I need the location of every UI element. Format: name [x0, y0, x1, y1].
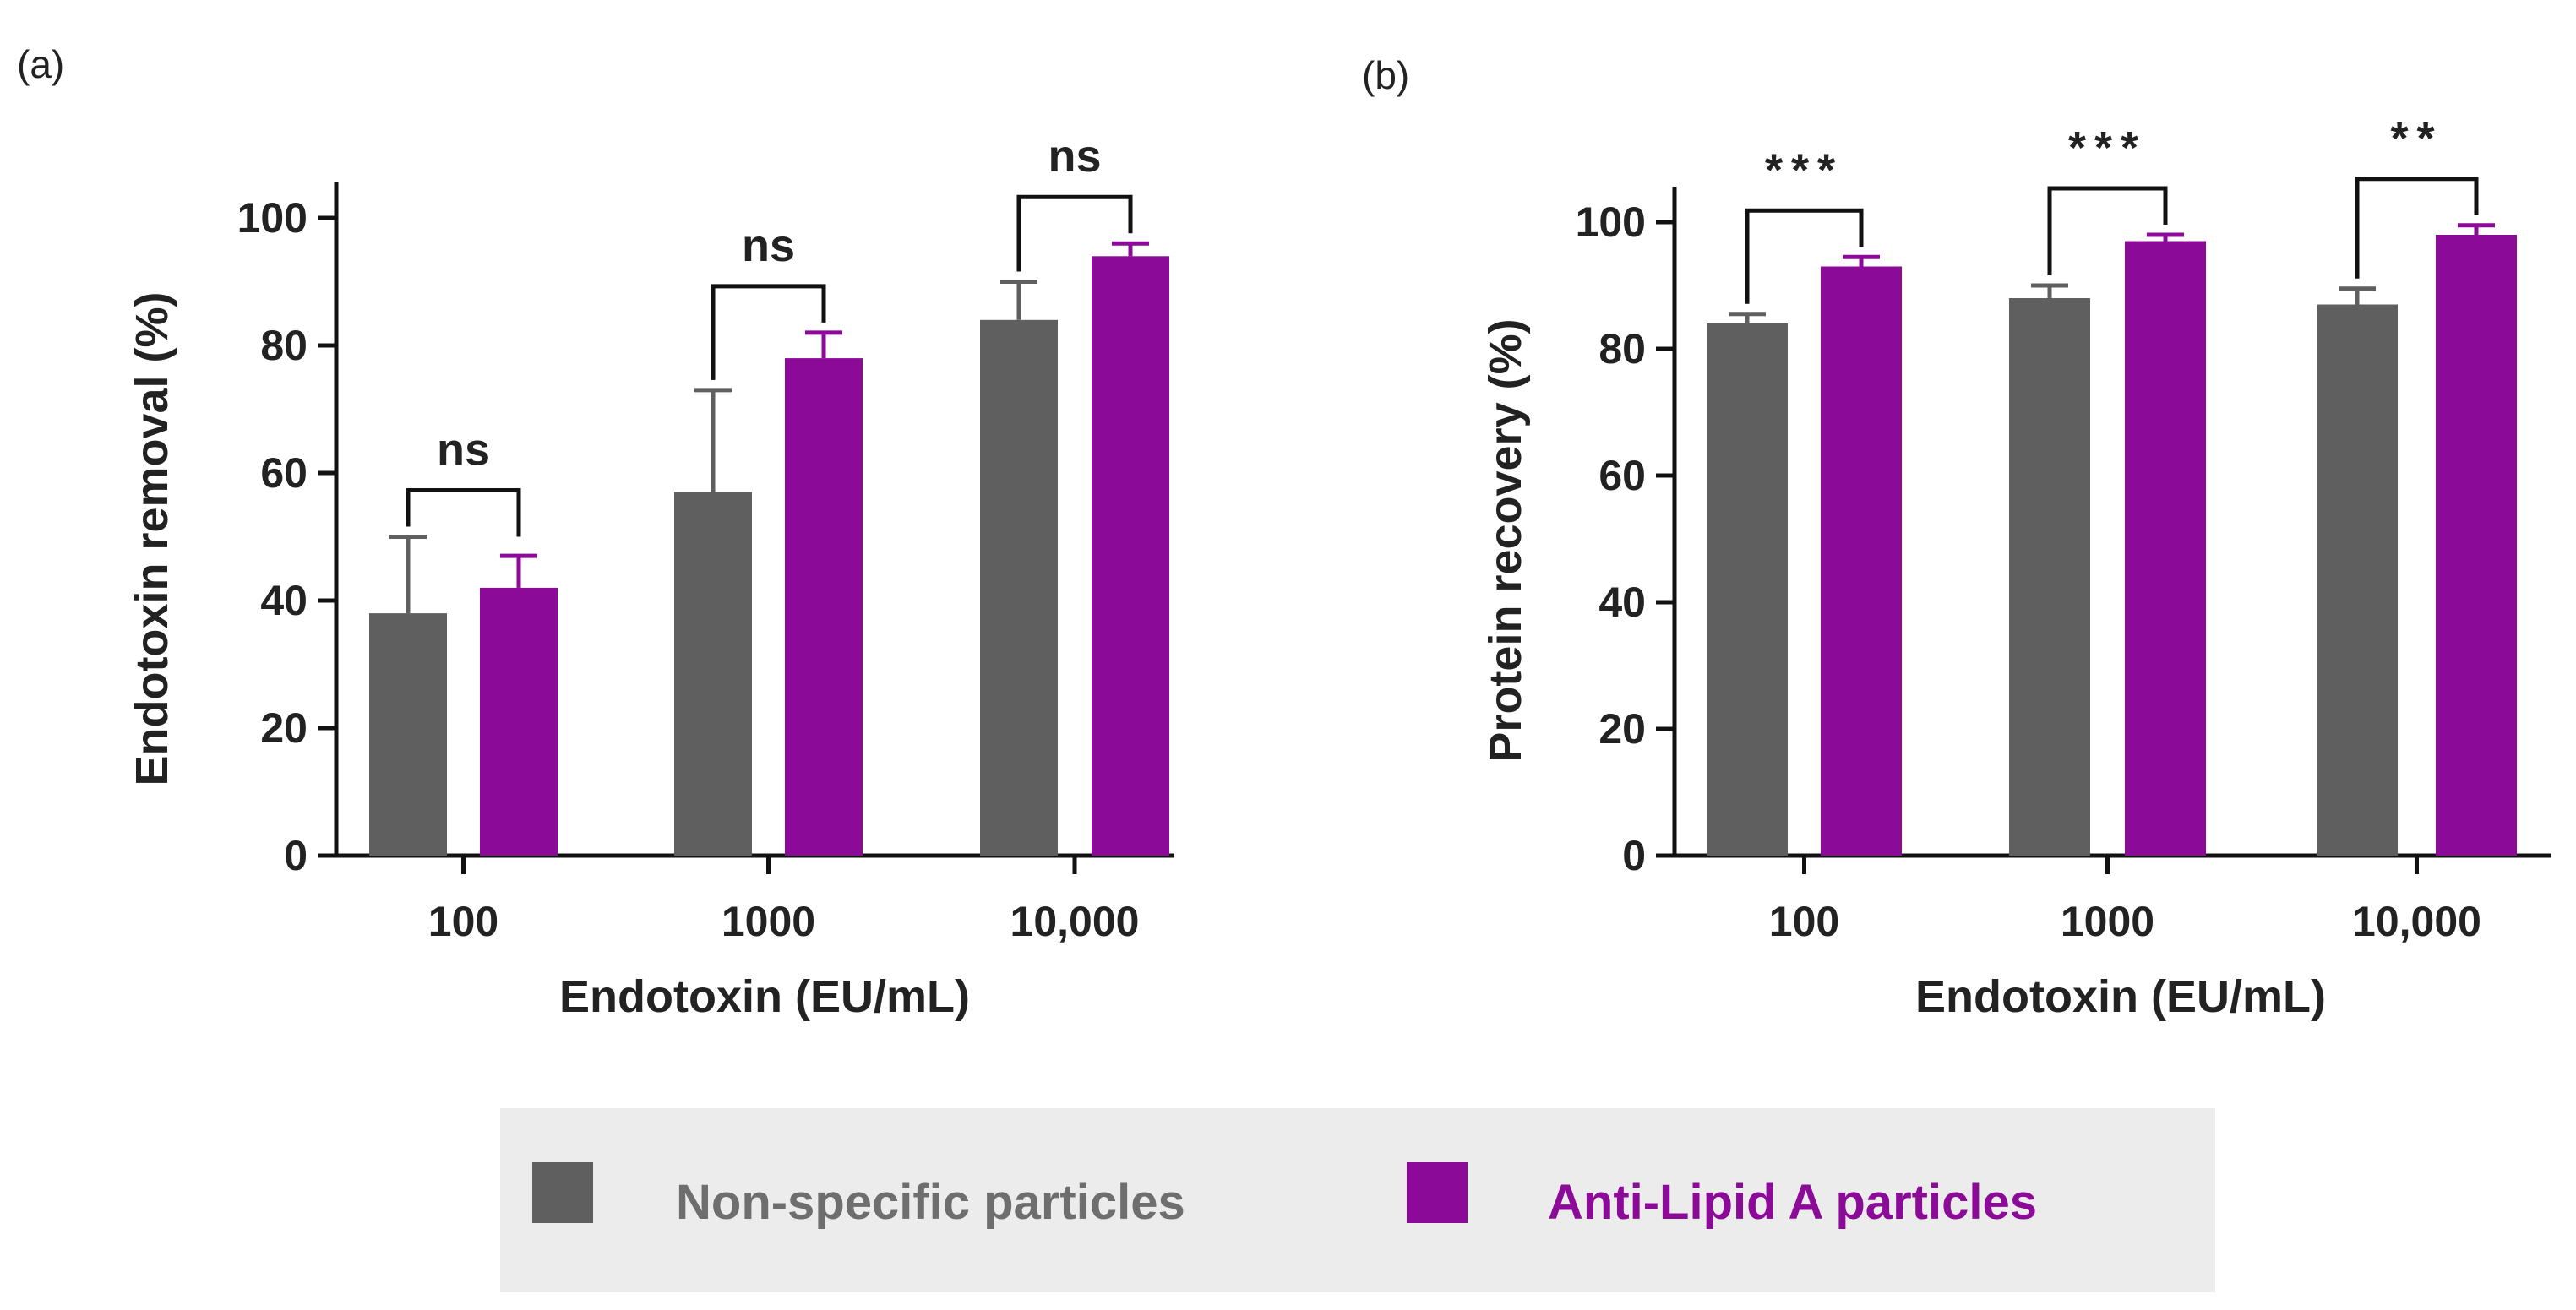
panel-b-significance-bracket [2355, 177, 2479, 279]
panel-b-x-tick-label: 1000 [2061, 898, 2154, 945]
panel-a-y-tick-label: 80 [260, 322, 308, 369]
legend-background [500, 1108, 2215, 1292]
panel-a-label: (a) [17, 42, 64, 86]
panel-b-x-axis-title: Endotoxin (EU/mL) [1915, 971, 2326, 1022]
legend-swatch-anti-lipid [1407, 1162, 1468, 1223]
panel-b-label: (b) [1362, 53, 1409, 97]
panel-a-y-axis-title: Endotoxin removal (%) [127, 291, 177, 785]
panel-b-significance-label: ** [2390, 113, 2443, 164]
panel-a-y-tick-label: 60 [260, 449, 308, 497]
panel-b-significance-label: *** [2068, 122, 2147, 173]
panel-b-chart: (b) 0 20 40 60 80 100 100 *** 1000 *** 10,000 ** Pr… [1362, 53, 2551, 1022]
panel-a-bar-non-specific [369, 613, 447, 856]
panel-b-bar-non-specific [2009, 298, 2090, 856]
panel-b-significance-bracket [1745, 208, 1864, 304]
panel-a-y-tick-label: 20 [260, 704, 308, 752]
legend: Non-specific particles Anti-Lipid A part… [500, 1108, 2215, 1292]
panel-a-bar-anti-lipid [785, 358, 863, 856]
panel-a-x-tick-label: 10,000 [1010, 898, 1140, 945]
panel-b-bar-non-specific [2317, 304, 2398, 856]
panel-a-significance-label: ns [437, 425, 490, 476]
panel-a-significance-bracket [406, 488, 521, 537]
legend-label-non-specific: Non-specific particles [676, 1175, 1185, 1230]
panel-b-y-axis-title: Protein recovery (%) [1480, 318, 1531, 762]
panel-a-bar-non-specific [980, 319, 1058, 856]
panel-b-bar-non-specific [1707, 323, 1788, 856]
panel-a-bar-anti-lipid [1092, 256, 1169, 856]
panel-b-bar-anti-lipid [2125, 241, 2206, 856]
panel-b-significance-bracket [2047, 186, 2168, 275]
panel-a-y-tick-label: 0 [284, 832, 308, 879]
panel-b-y-tick-label: 100 [1576, 198, 1646, 246]
panel-a-y-tick-label: 100 [237, 194, 308, 242]
panel-b-y-tick-label: 60 [1598, 452, 1646, 499]
panel-a-bar-non-specific [674, 492, 752, 856]
panel-a-x-tick-label: 1000 [722, 898, 815, 945]
panel-a-significance-label: ns [742, 220, 795, 271]
legend-label-anti-lipid: Anti-Lipid A particles [1548, 1175, 2037, 1230]
panel-b-y-tick-label: 80 [1598, 325, 1646, 372]
panel-a-significance-label: ns [1048, 131, 1101, 182]
panel-b-x-tick-label: 100 [1769, 898, 1839, 945]
panel-a-x-axis-title: Endotoxin (EU/mL) [559, 971, 970, 1022]
panel-a-y-tick-label: 40 [260, 577, 308, 624]
panel-b-bar-anti-lipid [1821, 266, 1902, 856]
panel-b-y-tick-label: 20 [1598, 705, 1646, 753]
legend-swatch-non-specific [532, 1162, 593, 1223]
panel-b-y-tick-label: 40 [1598, 579, 1646, 626]
panel-a-x-tick-label: 100 [428, 898, 498, 945]
panel-a-significance-bracket [1016, 194, 1133, 272]
panel-a-significance-bracket [711, 284, 826, 380]
panel-a-bar-anti-lipid [480, 587, 558, 856]
panel-b-bar-anti-lipid [2436, 235, 2517, 856]
panel-b-significance-label: *** [1765, 144, 1844, 195]
panel-b-y-tick-label: 0 [1622, 832, 1646, 879]
panel-b-x-tick-label: 10,000 [2352, 898, 2481, 945]
panel-a-chart: (a) 0 20 40 60 80 100 100 ns 1000 ns 10,000 ns Endo… [17, 42, 1174, 1022]
